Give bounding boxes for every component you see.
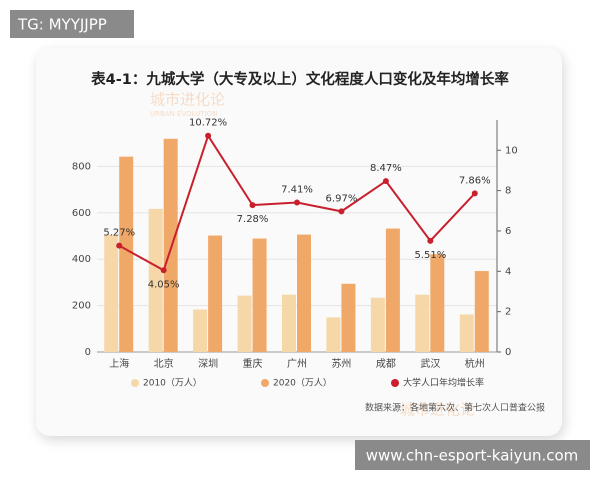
y2-tick-label: 0	[505, 347, 511, 358]
value-label: 10.72%	[189, 118, 227, 129]
y-tick-label: 800	[72, 161, 91, 172]
footer-url: www.chn-esport-kaiyun.com	[366, 447, 579, 465]
y2-tick-label: 4	[505, 266, 511, 277]
bar	[474, 271, 489, 352]
x-tick-label: 深圳	[198, 358, 218, 370]
y-tick-label: 200	[72, 301, 91, 312]
bar	[208, 235, 223, 352]
x-tick-label: 成都	[376, 358, 396, 370]
y-tick-label: 400	[72, 254, 91, 265]
legend-label: 2010（万人）	[143, 378, 202, 389]
point	[116, 242, 123, 249]
y-tick-label: 600	[72, 208, 91, 219]
bar	[163, 138, 178, 352]
bar	[237, 295, 252, 352]
chart-title: 表4-1：九城大学（大专及以上）文化程度人口变化及年均增长率	[91, 70, 509, 88]
value-label: 7.86%	[459, 175, 491, 186]
bar	[430, 254, 445, 352]
watermark: URBAN EVOLUTION	[150, 110, 217, 118]
point	[382, 178, 389, 185]
point	[249, 202, 256, 209]
value-label: 5.51%	[414, 250, 446, 261]
bar	[385, 228, 400, 352]
legend-marker	[131, 379, 139, 387]
bar	[370, 297, 385, 352]
bar	[297, 234, 311, 352]
x-tick-label: 武汉	[420, 357, 440, 370]
bar	[326, 317, 341, 352]
y2-tick-label: 8	[505, 186, 511, 197]
watermark: 城市进化论	[150, 91, 225, 109]
point	[427, 237, 434, 244]
point	[471, 190, 478, 197]
x-tick-label: 重庆	[243, 357, 263, 370]
badge-box	[10, 10, 134, 38]
bar	[459, 314, 474, 352]
bar	[415, 294, 430, 352]
y2-tick-label: 2	[505, 307, 511, 318]
value-label: 5.27%	[103, 228, 135, 239]
y2-tick-label: 6	[505, 226, 511, 237]
x-tick-label: 杭州	[465, 357, 485, 370]
x-tick-label: 苏州	[331, 357, 351, 370]
point	[160, 267, 167, 274]
y2-tick-label: 10	[505, 145, 518, 156]
bar	[193, 309, 208, 352]
value-label: 7.28%	[237, 214, 269, 225]
legend-label: 2020（万人）	[273, 378, 332, 389]
bar	[282, 294, 296, 352]
y-tick-label: 0	[85, 347, 91, 358]
badge: TG: MYYJJPP	[17, 16, 107, 34]
footer-box	[355, 440, 590, 470]
point	[205, 132, 212, 139]
watermark: 城市进化论	[400, 401, 475, 419]
point	[338, 208, 345, 215]
bar	[119, 156, 134, 352]
bar	[104, 234, 119, 352]
source: 数据来源：各地第六次、第七次人口普查公报	[365, 402, 545, 414]
bar	[252, 238, 267, 352]
point	[294, 199, 300, 206]
bar	[341, 283, 356, 352]
value-label: 8.47%	[370, 163, 402, 174]
value-label: 6.97%	[326, 193, 358, 204]
legend-marker	[391, 379, 399, 387]
legend-marker	[261, 379, 269, 387]
x-tick-label: 广州	[287, 358, 307, 370]
x-tick-label: 北京	[154, 357, 174, 370]
bar	[148, 208, 163, 352]
value-label: 4.05%	[148, 279, 180, 290]
x-tick-label: 上海	[109, 357, 129, 370]
legend-label: 大学人口年均增长率	[403, 377, 484, 389]
value-label: 7.41%	[281, 185, 313, 196]
